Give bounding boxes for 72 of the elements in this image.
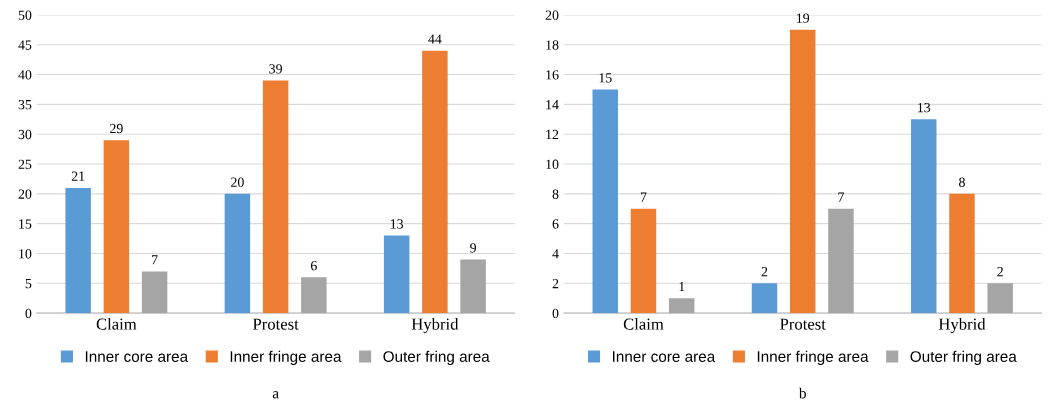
y-tick-label: 6 xyxy=(552,219,559,229)
x-tick-label: Protest xyxy=(252,318,299,330)
bar xyxy=(987,283,1013,314)
data-label: 7 xyxy=(152,255,158,265)
y-tick-label: 14 xyxy=(546,100,559,110)
y-tick-label: 5 xyxy=(25,279,32,289)
bar xyxy=(751,283,778,314)
legend-label: Inner fringe area xyxy=(230,350,342,365)
y-tick-label: 4 xyxy=(552,249,559,259)
y-tick-label: 2 xyxy=(552,278,559,289)
legend-label: Inner core area xyxy=(85,351,189,362)
bar xyxy=(141,271,168,314)
bar xyxy=(460,259,486,314)
data-label: 8 xyxy=(959,177,965,187)
y-tick-label: 40 xyxy=(18,70,32,80)
x-tick-label: Hybrid xyxy=(938,317,986,334)
y-tick-label: 0 xyxy=(25,308,32,319)
y-tick-label: 45 xyxy=(18,40,32,50)
text: b xyxy=(798,387,806,399)
data-label: 13 xyxy=(918,102,931,113)
legend-label: Outer fring area xyxy=(383,350,490,365)
y-tick-label: 15 xyxy=(19,219,32,229)
data-label: 19 xyxy=(797,13,810,23)
data-label: 2 xyxy=(761,266,768,277)
bar xyxy=(789,29,816,314)
bar xyxy=(103,140,130,314)
data-label: 39 xyxy=(269,64,282,74)
bar xyxy=(224,193,251,314)
bar xyxy=(262,80,289,314)
data-label: 7 xyxy=(838,192,845,202)
y-tick-label: 30 xyxy=(18,129,32,140)
data-label: 1 xyxy=(679,281,685,292)
y-tick-label: 25 xyxy=(18,159,32,169)
bar xyxy=(949,193,975,314)
data-label: 2 xyxy=(997,266,1003,277)
text: a xyxy=(272,391,279,399)
y-tick-label: 12 xyxy=(546,129,559,140)
legend-label: Outer fring area xyxy=(910,350,1017,365)
y-tick-label: 20 xyxy=(545,10,559,20)
data-label: 9 xyxy=(470,243,476,253)
y-tick-label: 10 xyxy=(19,249,32,259)
x-tick-label: Claim xyxy=(623,317,664,330)
bar xyxy=(65,187,91,314)
x-tick-label: Claim xyxy=(96,317,137,330)
data-label: 44 xyxy=(428,34,442,44)
y-tick-label: 8 xyxy=(552,189,559,199)
bar xyxy=(592,89,618,314)
data-label: 21 xyxy=(71,171,85,181)
data-label: 29 xyxy=(110,123,123,134)
y-tick-label: 20 xyxy=(18,189,32,199)
data-label: 20 xyxy=(231,177,244,187)
data-label: 7 xyxy=(640,192,647,202)
data-label: 6 xyxy=(310,261,317,271)
bar xyxy=(422,50,448,314)
bar xyxy=(630,208,657,314)
bar xyxy=(828,208,854,314)
y-tick-label: 18 xyxy=(546,40,559,50)
y-tick-label: 35 xyxy=(18,100,32,110)
data-label: 13 xyxy=(390,219,404,229)
y-tick-label: 10 xyxy=(546,159,559,169)
bar xyxy=(383,235,410,314)
y-tick-label: 50 xyxy=(18,10,32,20)
x-tick-label: Hybrid xyxy=(411,317,459,334)
data-label: 15 xyxy=(599,73,612,83)
y-tick-label: 16 xyxy=(546,70,559,80)
x-tick-label: Protest xyxy=(780,318,826,330)
bar xyxy=(911,119,937,314)
legend-label: Inner core area xyxy=(613,351,716,362)
y-tick-label: 0 xyxy=(552,308,559,319)
bar xyxy=(301,277,327,314)
legend-label: Inner fringe area xyxy=(757,350,869,365)
bar xyxy=(668,298,695,314)
